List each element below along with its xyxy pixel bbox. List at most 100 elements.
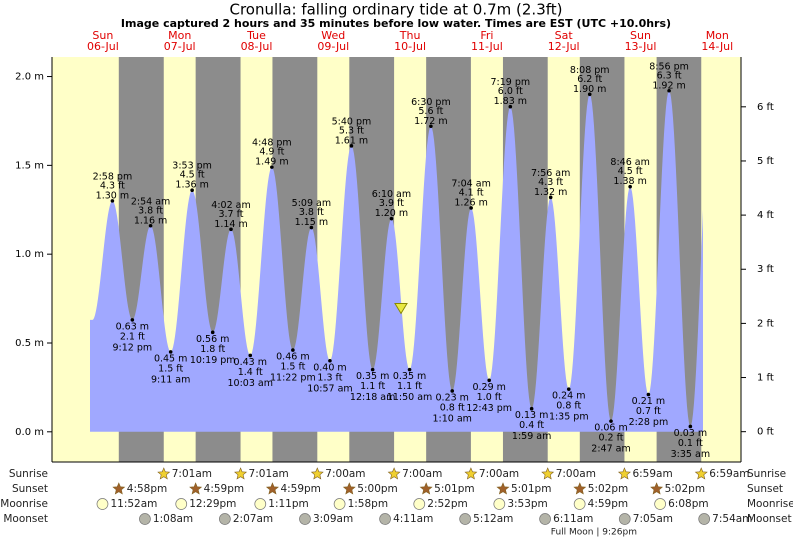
tide-label: 1.32 m bbox=[534, 187, 567, 198]
tide-label: 6.2 ft bbox=[577, 74, 602, 85]
moonrise-time: 1:58pm bbox=[348, 498, 388, 510]
moonrise-time: 11:52am bbox=[110, 498, 157, 510]
moonrise-icon bbox=[254, 498, 267, 510]
sunset-icon bbox=[573, 482, 587, 495]
row-label: Moonset bbox=[3, 513, 48, 525]
tide-label: 0.8 ft bbox=[440, 402, 465, 413]
tide-label: 1.61 m bbox=[335, 135, 368, 146]
day-date: 07-Jul bbox=[164, 40, 196, 53]
tide-label: 2:47 am bbox=[591, 444, 630, 455]
tide-label: 0.8 ft bbox=[556, 401, 581, 412]
moonrise-icon bbox=[413, 498, 426, 510]
tide-point bbox=[190, 188, 194, 193]
tide-label: 0.4 ft bbox=[519, 420, 544, 431]
y2-tick-label: 0 ft bbox=[757, 427, 774, 438]
tide-label: 0.03 m bbox=[674, 428, 707, 439]
tide-label: 0.13 m bbox=[515, 410, 548, 421]
moonrise-time: 6:08pm bbox=[668, 498, 708, 510]
tide-point bbox=[587, 92, 592, 97]
sunset-icon bbox=[342, 482, 356, 495]
sunrise-icon bbox=[694, 467, 708, 480]
tide-label: 1:35 pm bbox=[549, 412, 589, 423]
tide-label: 1.36 m bbox=[175, 180, 208, 191]
row-label: Moonrise bbox=[747, 498, 793, 510]
tide-label: 1.92 m bbox=[652, 80, 685, 91]
row-label: Sunrise bbox=[9, 468, 48, 480]
tide-point bbox=[407, 367, 412, 372]
tide-point bbox=[450, 389, 455, 393]
chart-subtitle: Image captured 2 hours and 35 minutes be… bbox=[121, 17, 671, 30]
sunset-time: 5:02pm bbox=[665, 483, 705, 495]
y2-tick-label: 1 ft bbox=[757, 373, 774, 384]
day-weekday: Mon bbox=[168, 29, 191, 42]
tide-label: 9:11 am bbox=[151, 374, 190, 385]
moonrise-icon bbox=[654, 498, 666, 510]
tide-point bbox=[130, 318, 135, 322]
sunrise-icon bbox=[387, 467, 401, 480]
tide-label: 5:40 pm bbox=[332, 116, 372, 127]
row-label: Moonset bbox=[747, 513, 792, 525]
sunrise-time: 7:00am bbox=[479, 468, 519, 480]
tide-label: 0.45 m bbox=[154, 353, 187, 364]
tide-label: 1:59 am bbox=[512, 431, 551, 442]
tide-label: 1.5 ft bbox=[280, 362, 305, 373]
tide-point bbox=[609, 419, 613, 423]
tide-label: 4.5 ft bbox=[180, 170, 205, 181]
moonrise-time: 4:59pm bbox=[588, 498, 628, 510]
day-weekday: Wed bbox=[321, 29, 345, 42]
sunset-time: 5:01pm bbox=[511, 483, 551, 495]
tide-label: 1.1 ft bbox=[397, 381, 422, 392]
tide-label: 0.24 m bbox=[552, 391, 585, 402]
sunset-icon bbox=[496, 482, 510, 495]
tide-label: 4.9 ft bbox=[259, 147, 284, 158]
tide-label: 2.1 ft bbox=[120, 331, 145, 342]
tide-label: 4.3 ft bbox=[538, 177, 563, 188]
tide-label: 0.43 m bbox=[234, 357, 267, 368]
tide-label: 0.2 ft bbox=[598, 433, 623, 444]
day-date: 09-Jul bbox=[317, 40, 349, 53]
moonrise-time: 12:29pm bbox=[189, 498, 236, 510]
moonset-icon bbox=[219, 513, 231, 525]
moonset-icon bbox=[139, 513, 151, 525]
tide-label: 5:09 am bbox=[292, 198, 331, 209]
sunrise-time: 6:59am bbox=[632, 468, 672, 480]
moonset-icon bbox=[539, 513, 551, 525]
tide-area bbox=[90, 90, 703, 432]
sunrise-time: 7:01am bbox=[172, 468, 212, 480]
sunrise-icon bbox=[234, 467, 248, 480]
tide-point bbox=[270, 165, 274, 169]
tide-point bbox=[389, 216, 394, 221]
y2-tick-label: 2 ft bbox=[757, 318, 774, 329]
sunrise-icon bbox=[157, 467, 171, 480]
y2-tick-label: 3 ft bbox=[757, 264, 774, 275]
tide-label: 0.35 m bbox=[356, 371, 389, 382]
day-weekday: Sat bbox=[555, 29, 574, 42]
tide-label: 1.3 ft bbox=[317, 372, 342, 383]
current-level-marker bbox=[394, 302, 408, 315]
sunset-time: 5:01pm bbox=[434, 483, 474, 495]
tide-label: 4.3 ft bbox=[100, 180, 125, 191]
moonset-icon bbox=[299, 513, 311, 525]
moonset-time: 7:54am bbox=[712, 513, 752, 525]
tide-point bbox=[429, 124, 433, 129]
sunset-time: 5:00pm bbox=[357, 483, 397, 495]
tide-point bbox=[349, 144, 354, 148]
moonset-time: 1:08am bbox=[153, 513, 193, 525]
tide-label: 7:04 am bbox=[451, 178, 490, 189]
moonrise-icon bbox=[493, 498, 506, 510]
y-tick-label: 2.0 m bbox=[15, 72, 44, 83]
moonrise-icon bbox=[573, 498, 586, 510]
sunset-icon bbox=[650, 482, 664, 495]
tide-label: 0.21 m bbox=[632, 396, 665, 407]
tide-label: 1.49 m bbox=[255, 157, 288, 168]
tide-label: 2:28 pm bbox=[629, 417, 669, 428]
tide-label: 2:58 pm bbox=[93, 171, 133, 182]
tide-label: 11:50 am bbox=[387, 392, 432, 403]
tide-label: 12:18 am bbox=[350, 392, 395, 403]
row-label: Sunrise bbox=[747, 468, 786, 480]
tide-label: 1.14 m bbox=[214, 219, 247, 230]
tide-point bbox=[210, 330, 215, 335]
tide-label: 1.38 m bbox=[613, 176, 646, 187]
y-tick-label: 0.0 m bbox=[15, 427, 44, 438]
